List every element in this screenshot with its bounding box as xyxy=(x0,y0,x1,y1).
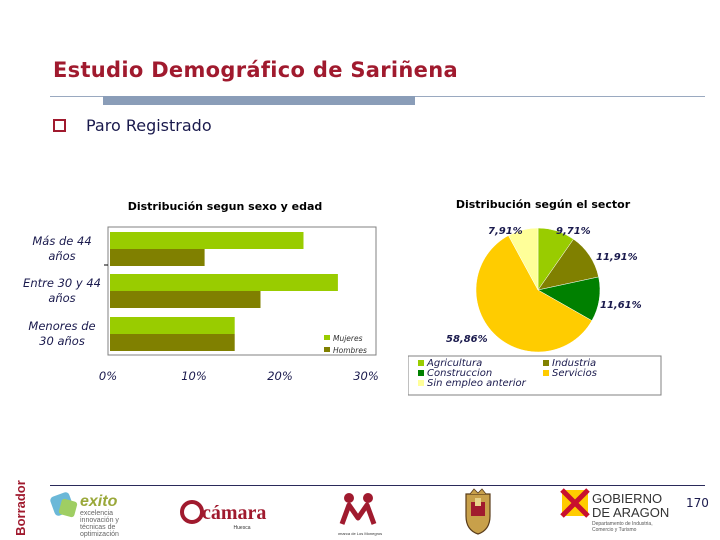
coat-of-arms-icon xyxy=(465,488,491,535)
legend-swatch xyxy=(324,335,330,340)
legend-label: Hombres xyxy=(333,346,367,355)
bar-hombres-0 xyxy=(110,249,205,266)
legend-label: Mujeres xyxy=(333,334,363,343)
legend-swatch xyxy=(418,370,424,376)
svg-text:optimización: optimización xyxy=(80,531,119,538)
pie-data-label: 11,91% xyxy=(596,252,638,263)
category-label: Menores de xyxy=(28,319,95,333)
x-tick-label: 0% xyxy=(99,369,117,383)
page-number: 170 xyxy=(686,496,709,510)
bar-mujeres-0 xyxy=(110,232,304,249)
comarca-logo: Comarca de Los Monegros xyxy=(338,493,382,536)
svg-text:Huesca: Huesca xyxy=(234,525,251,531)
bar-hombres-2 xyxy=(110,334,235,351)
category-label: 30 años xyxy=(39,334,85,348)
pie-data-label: 11,61% xyxy=(600,300,642,311)
svg-text:DE ARAGON: DE ARAGON xyxy=(592,505,669,520)
camara-logo: cámara Huesca xyxy=(180,500,266,531)
legend-swatch xyxy=(543,370,549,376)
legend-label: Construccion xyxy=(427,368,492,379)
bar-hombres-1 xyxy=(110,291,261,308)
bullet-text: Paro Registrado xyxy=(86,116,212,135)
pie-legend-box xyxy=(408,355,662,396)
footer-divider xyxy=(50,485,705,486)
legend-swatch xyxy=(324,347,330,352)
bullet-square-icon xyxy=(53,119,66,132)
legend-swatch xyxy=(418,380,424,386)
bar-chart-title: Distribución segun sexo y edad xyxy=(128,200,323,213)
title-accent-bar xyxy=(103,96,415,105)
bar-mujeres-2 xyxy=(110,317,235,334)
pie-data-label: 7,91% xyxy=(488,226,523,237)
bar-mujeres-1 xyxy=(110,274,338,291)
legend-label: Sin empleo anterior xyxy=(427,378,527,389)
borrador-stamp: Borrador xyxy=(14,480,28,536)
bar-chart-sex-age: Distribución segun sexo y edad Más de 44… xyxy=(23,200,379,383)
legend-label: Servicios xyxy=(552,368,597,379)
gobierno-aragon-logo: GOBIERNO DE ARAGON Departamento de Indus… xyxy=(560,488,669,533)
pie-data-label: 9,71% xyxy=(556,226,591,237)
svg-text:Comercio y Turismo: Comercio y Turismo xyxy=(592,527,637,533)
svg-text:Departamento de Industria,: Departamento de Industria, xyxy=(592,521,653,527)
pie-slice-servicios xyxy=(475,235,593,353)
category-label: años xyxy=(48,291,75,305)
x-tick-label: 10% xyxy=(181,369,207,383)
pie-chart-title: Distribución según el sector xyxy=(456,198,631,211)
pie-data-label: 58,86% xyxy=(446,334,488,345)
svg-text:GOBIERNO: GOBIERNO xyxy=(592,491,662,506)
svg-text:técnicas de: técnicas de xyxy=(80,524,116,531)
legend-label: Agricultura xyxy=(426,358,482,369)
exito-logo: exito excelencia innovación y técnicas d… xyxy=(50,492,119,538)
svg-text:innovación y: innovación y xyxy=(80,517,119,524)
svg-text:Comarca de Los Monegros: Comarca de Los Monegros xyxy=(338,531,382,536)
legend-swatch xyxy=(418,360,424,366)
category-label: años xyxy=(48,249,75,263)
legend-label: Industria xyxy=(552,358,596,369)
x-tick-label: 30% xyxy=(353,369,379,383)
category-label: Entre 30 y 44 xyxy=(23,276,101,290)
pie-slice-sin-empleo-anterior xyxy=(508,227,539,291)
svg-text:cámara: cámara xyxy=(202,502,266,524)
slide-title: Estudio Demográfico de Sariñena xyxy=(53,58,458,82)
svg-text:Borrador: Borrador xyxy=(14,480,28,536)
svg-text:exito: exito xyxy=(80,493,118,510)
legend-swatch xyxy=(543,360,549,366)
x-tick-label: 20% xyxy=(267,369,293,383)
category-label: Más de 44 xyxy=(32,234,91,248)
pie-chart-sector: Distribución según el sector 9,71% 11,91%… xyxy=(408,198,662,396)
svg-text:excelencia: excelencia xyxy=(80,510,113,517)
